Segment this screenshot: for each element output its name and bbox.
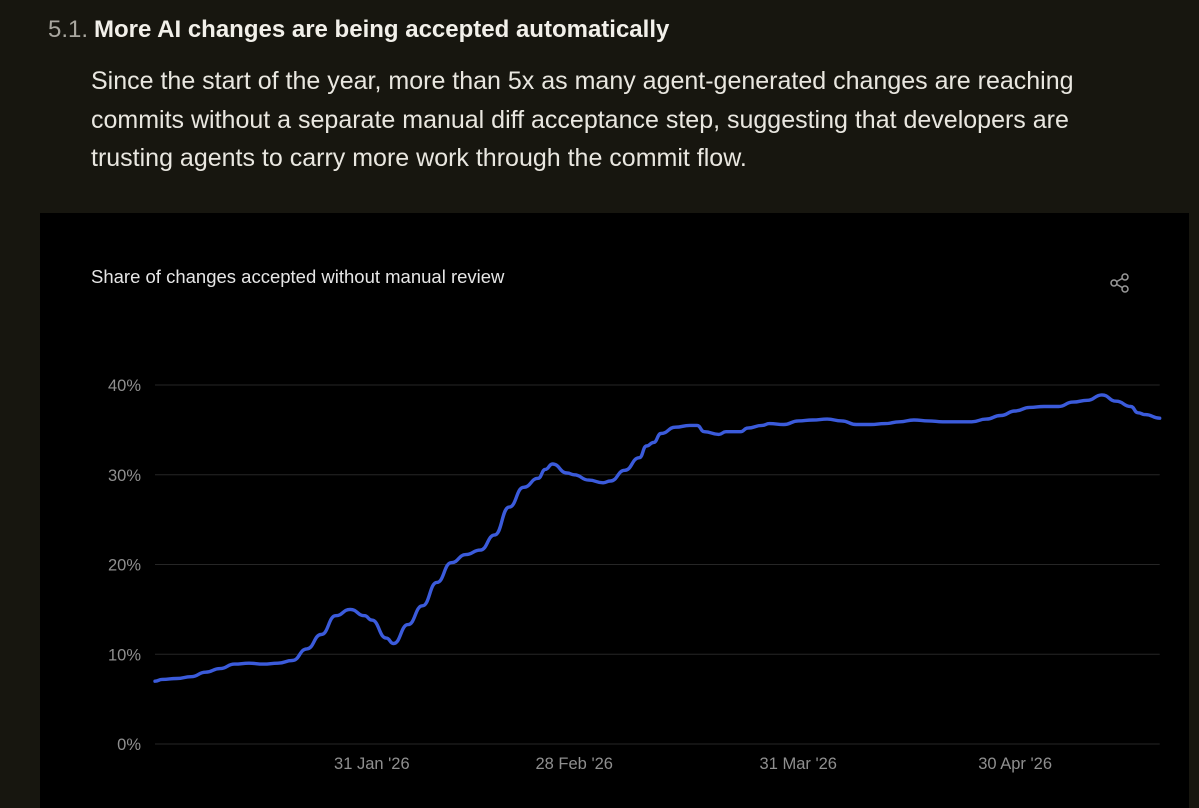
y-tick-label: 10% (108, 646, 141, 664)
section-number: 5.1. (48, 16, 89, 43)
chart-plot: 0% 10% 20% 30% 40% 31 Jan '26 28 Feb '26 31 Ma… (108, 377, 1162, 773)
x-tick-label: 30 Apr '26 (978, 755, 1052, 773)
y-tick-label: 20% (108, 557, 141, 575)
series-line-0 (153, 393, 1162, 683)
y-tick-label: 40% (108, 377, 141, 395)
share-icon (1110, 273, 1129, 293)
x-tick-label: 31 Jan '26 (334, 755, 410, 773)
y-tick-label: 30% (108, 467, 141, 485)
section-paragraph: Since the start of the year, more than 5… (91, 67, 1074, 172)
section-title: More AI changes are being accepted autom… (94, 16, 670, 43)
chart-title: Share of changes accepted without manual… (91, 266, 505, 287)
x-tick-label: 28 Feb '26 (535, 755, 612, 773)
share-button[interactable] (1108, 271, 1132, 295)
y-tick-label: 0% (117, 736, 141, 754)
x-tick-label: 31 Mar '26 (760, 755, 837, 773)
section-heading: 5.1. More AI changes are being accepted a… (48, 14, 669, 46)
chart-card: 0% 10% 20% 30% 40% 31 Jan '26 28 Feb '26 31 Ma… (40, 213, 1189, 808)
